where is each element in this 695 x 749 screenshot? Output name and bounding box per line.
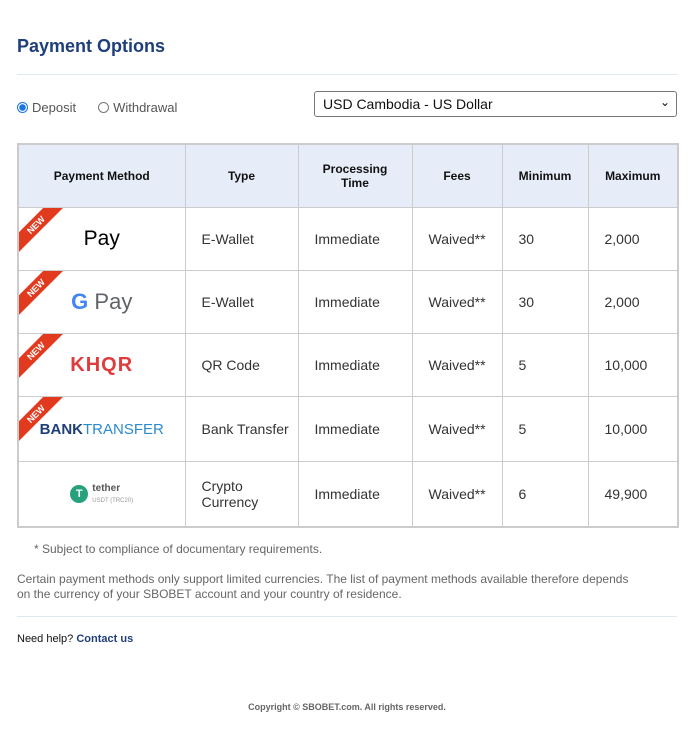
- withdrawal-label: Withdrawal: [113, 100, 178, 115]
- table-header-row: Payment Method Type Processing Time Fees…: [17, 143, 679, 208]
- transaction-type-group: Deposit Withdrawal: [17, 100, 177, 115]
- table-row: NEW Pay E-Wallet Immediate Waived** 30 2…: [17, 207, 679, 271]
- page-title: Payment Options: [17, 36, 166, 56]
- min-cell: 5: [501, 396, 589, 462]
- max-cell: 49,900: [587, 461, 679, 527]
- max-cell: 10,000: [587, 396, 679, 462]
- type-cell: Crypto Currency: [184, 461, 299, 527]
- currency-select[interactable]: USD Cambodia - US Dollar ⌄: [314, 91, 677, 117]
- header-processing-time: Processing Time: [297, 143, 413, 208]
- deposit-radio[interactable]: Deposit: [17, 100, 76, 115]
- withdrawal-radio[interactable]: Withdrawal: [98, 100, 177, 115]
- type-cell: E-Wallet: [184, 207, 299, 271]
- type-cell: QR Code: [184, 333, 299, 397]
- new-badge: NEW: [19, 397, 65, 443]
- radio-unchecked-icon[interactable]: [98, 102, 110, 113]
- header-maximum: Maximum: [587, 143, 679, 208]
- type-cell: E-Wallet: [184, 270, 299, 334]
- deposit-label: Deposit: [32, 100, 77, 115]
- header-minimum: Minimum: [501, 143, 589, 208]
- time-cell: Immediate: [297, 333, 413, 397]
- payment-table: Payment Method Type Processing Time Fees…: [17, 143, 679, 528]
- new-badge: NEW: [19, 334, 65, 380]
- table-row: NEW G Pay E-Wallet Immediate Waived** 30 …: [17, 270, 679, 334]
- new-badge: NEW: [19, 271, 65, 317]
- time-cell: Immediate: [297, 270, 413, 334]
- bank-transfer-logo: BANKTRANSFER: [39, 420, 164, 438]
- currency-select-value: USD Cambodia - US Dollar: [323, 96, 493, 112]
- min-cell: 5: [501, 333, 589, 397]
- table-row: NEW BANKTRANSFER Bank Transfer Immediate …: [17, 396, 679, 462]
- bank-transfer-logo-cell: NEW BANKTRANSFER: [17, 396, 186, 462]
- tether-coin-icon: T: [70, 484, 89, 503]
- time-cell: Immediate: [297, 461, 413, 527]
- time-cell: Immediate: [297, 396, 413, 462]
- fees-cell: Waived**: [411, 207, 503, 271]
- help-label: Need help?: [17, 633, 74, 645]
- time-cell: Immediate: [297, 207, 413, 271]
- fees-cell: Waived**: [411, 461, 503, 527]
- header-type: Type: [184, 143, 299, 208]
- min-cell: 6: [501, 461, 589, 527]
- google-g-icon: G: [71, 289, 89, 314]
- apple-pay-logo: Pay: [83, 227, 120, 250]
- footnote: * Subject to compliance of documentary r…: [34, 542, 323, 556]
- new-badge: NEW: [19, 208, 65, 254]
- type-cell: Bank Transfer: [184, 396, 299, 462]
- copyright: Copyright © SBOBET.com. All rights reser…: [248, 702, 446, 712]
- help-text: Need help? Contact us: [17, 633, 133, 645]
- khqr-logo-cell: NEW KHQR: [17, 333, 186, 397]
- chevron-down-icon: ⌄: [659, 95, 670, 109]
- header-fees: Fees: [411, 143, 503, 208]
- table-row: NEW KHQR QR Code Immediate Waived** 5 10,…: [17, 333, 679, 397]
- google-pay-logo: G Pay: [71, 289, 133, 314]
- divider: [17, 616, 677, 617]
- max-cell: 10,000: [587, 333, 679, 397]
- max-cell: 2,000: [587, 207, 679, 271]
- fees-cell: Waived**: [411, 270, 503, 334]
- radio-checked-icon[interactable]: [17, 102, 28, 113]
- disclaimer: Certain payment methods only support lim…: [17, 572, 629, 601]
- fees-cell: Waived**: [411, 396, 503, 462]
- apple-pay-logo-cell: NEW Pay: [17, 207, 186, 271]
- min-cell: 30: [501, 270, 589, 334]
- divider: [17, 74, 677, 75]
- contact-us-link[interactable]: Contact us: [76, 633, 134, 645]
- min-cell: 30: [501, 207, 589, 271]
- header-payment-method: Payment Method: [17, 143, 186, 208]
- khqr-logo: KHQR: [70, 353, 134, 376]
- google-pay-logo-cell: NEW G Pay: [17, 270, 186, 334]
- fees-cell: Waived**: [411, 333, 503, 397]
- max-cell: 2,000: [587, 270, 679, 334]
